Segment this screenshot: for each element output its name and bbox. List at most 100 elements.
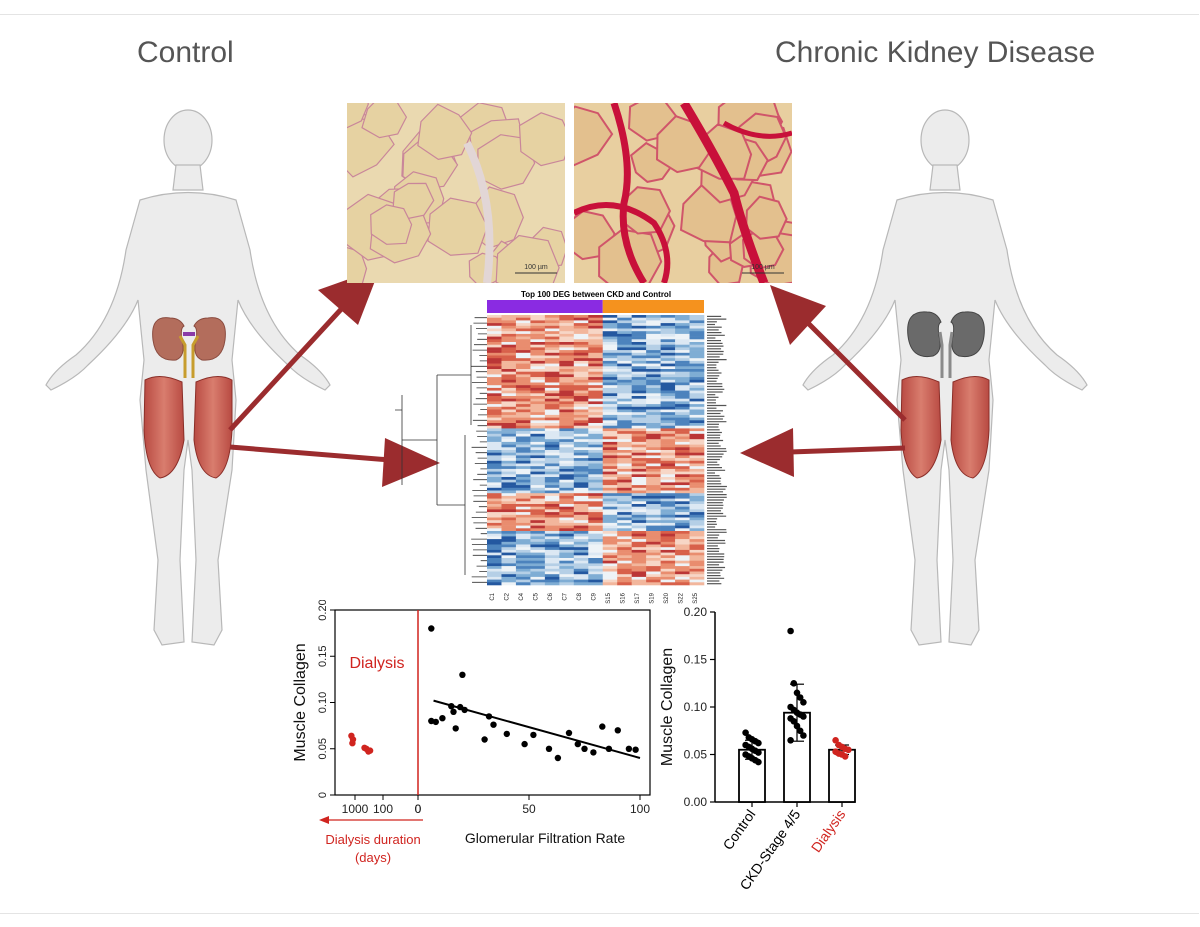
heatmap-cell xyxy=(631,560,647,564)
heatmap-cell xyxy=(515,455,531,459)
heatmap-cell xyxy=(487,504,502,507)
heatmap-cell xyxy=(602,560,618,564)
heatmap-cell xyxy=(646,506,661,510)
heatmap-cell xyxy=(530,495,546,499)
heatmap-cell xyxy=(617,531,632,534)
heatmap-cell xyxy=(631,417,647,421)
heatmap-cell xyxy=(530,520,546,524)
heatmap-cell xyxy=(646,460,661,464)
heatmap-cell xyxy=(501,504,517,507)
muscle-fiber xyxy=(417,103,473,161)
heatmap-cell xyxy=(588,544,604,548)
heatmap-cell xyxy=(689,417,705,421)
regression-line xyxy=(433,699,641,759)
heatmap-cell xyxy=(675,466,690,470)
heatmap-cell xyxy=(631,485,647,489)
y-tick-label: 0.20 xyxy=(317,600,329,621)
heatmap-cell xyxy=(588,498,604,502)
heatmap-cell xyxy=(646,393,661,397)
heatmap-cell xyxy=(660,512,676,516)
heatmap-cell xyxy=(689,579,705,583)
heatmap-cell xyxy=(602,336,618,340)
heatmap-cell xyxy=(573,404,589,408)
heatmap-cell xyxy=(602,315,618,318)
heatmap-cell xyxy=(487,482,502,486)
heatmap-cell xyxy=(689,574,705,578)
heatmap-cell xyxy=(646,477,661,480)
heatmap-cell xyxy=(602,420,618,424)
heatmap-cell xyxy=(530,541,546,545)
heatmap-cell xyxy=(515,493,531,497)
heatmap-cell xyxy=(689,379,705,383)
heatmap-cell xyxy=(646,425,661,429)
heatmap-cell xyxy=(530,342,546,345)
heatmap-cell xyxy=(544,468,560,472)
heatmap-cell xyxy=(689,528,705,532)
heatmap-cell xyxy=(530,533,546,537)
heatmap-cell xyxy=(602,541,618,545)
heatmap-cell xyxy=(689,371,705,375)
heatmap-cell xyxy=(646,468,661,472)
heatmap-cell xyxy=(515,339,531,343)
heatmap-cell xyxy=(501,358,517,362)
heatmap-cell xyxy=(689,347,705,351)
heatmap-cell xyxy=(660,547,676,551)
heatmap-cell xyxy=(515,317,531,321)
heatmap-cell xyxy=(675,463,690,467)
heatmap-cell xyxy=(646,355,661,359)
heatmap-cell xyxy=(530,466,546,470)
heatmap-cell xyxy=(573,315,589,318)
heatmap-cell xyxy=(544,393,560,397)
heatmap-cell xyxy=(501,393,517,397)
heatmap-cell xyxy=(515,439,531,443)
heatmap-cell xyxy=(646,582,661,586)
heatmap-cell xyxy=(501,560,517,564)
heatmap-cell xyxy=(559,509,575,513)
heatmap-cell xyxy=(559,498,575,502)
heatmap-cell xyxy=(544,342,560,345)
heatmap-cell xyxy=(646,385,661,389)
heatmap-cell xyxy=(559,485,575,489)
heatmap-cell xyxy=(689,471,705,475)
heatmap-cell xyxy=(617,479,632,483)
heatmap-cell xyxy=(530,566,546,570)
heatmap-cell xyxy=(530,468,546,472)
heatmap-cell xyxy=(646,404,661,408)
heatmap-cell xyxy=(675,512,690,516)
heatmap-cell xyxy=(530,463,546,467)
heatmap-cell xyxy=(544,566,560,570)
heatmap-cell xyxy=(530,490,546,494)
heatmap-cell xyxy=(675,552,690,556)
bar-data-point xyxy=(790,718,798,725)
heatmap-cell xyxy=(689,531,705,534)
heatmap-sample-label: S15 xyxy=(606,592,612,603)
heatmap-cell xyxy=(617,536,632,540)
heatmap-cell xyxy=(660,582,676,586)
heatmap-cell xyxy=(646,541,661,545)
heatmap-cell xyxy=(631,539,647,543)
heatmap-cell xyxy=(646,328,661,332)
heatmap-cell xyxy=(689,576,705,580)
heatmap-cell xyxy=(573,352,589,356)
heatmap-cell xyxy=(515,477,531,480)
heatmap-cell xyxy=(675,336,690,340)
heatmap-cell xyxy=(573,501,589,505)
heatmap-cell xyxy=(515,390,531,394)
heatmap-cell xyxy=(559,423,575,426)
y-tick-label: 0 xyxy=(317,792,329,798)
heatmap-cell xyxy=(675,452,690,456)
x-tick-label: 50 xyxy=(522,802,536,816)
heatmap-cell xyxy=(689,514,705,518)
heatmap-cell xyxy=(617,582,632,586)
heatmap-cell xyxy=(544,466,560,470)
heatmap-cell xyxy=(515,379,531,383)
heatmap-cell xyxy=(501,512,517,516)
heatmap-cell xyxy=(588,344,604,348)
heatmap-cell xyxy=(631,374,647,378)
heatmap-cell xyxy=(660,576,676,580)
heatmap-cell xyxy=(573,350,589,354)
heatmap-cell xyxy=(588,506,604,510)
heatmap-cell xyxy=(559,331,575,335)
heatmap-cell xyxy=(675,574,690,578)
heatmap-cell xyxy=(588,455,604,459)
